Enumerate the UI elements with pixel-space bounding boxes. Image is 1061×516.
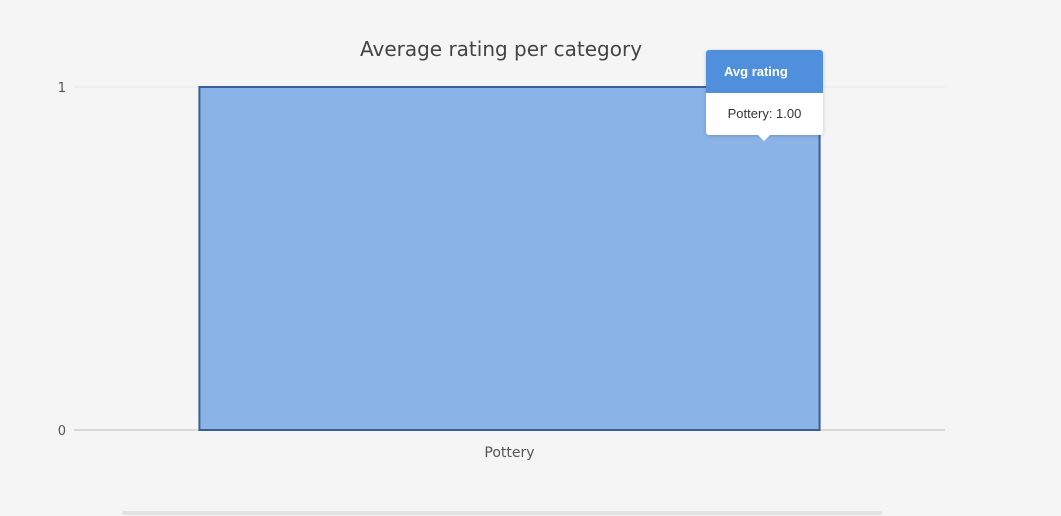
bar-pottery[interactable] [198, 86, 821, 431]
axis-layer: 0 1 Pottery [58, 81, 535, 461]
bar-tooltip: Avg rating Pottery: 1.00 [706, 50, 823, 141]
y-tick-label: 0 [58, 424, 66, 439]
tooltip-header: Avg rating [706, 50, 823, 93]
tooltip-body: Pottery: 1.00 [727, 106, 802, 121]
x-tick-label: Pottery [484, 445, 534, 461]
chart-title: Average rating per category [360, 37, 642, 61]
tooltip-arrow [758, 135, 770, 141]
bars-layer [198, 86, 821, 431]
y-tick-label: 1 [58, 81, 66, 96]
horizontal-scrollbar[interactable] [122, 511, 882, 515]
